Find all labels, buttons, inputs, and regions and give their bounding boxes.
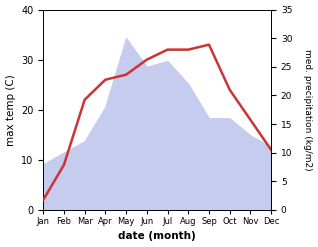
Y-axis label: max temp (C): max temp (C): [5, 74, 16, 146]
X-axis label: date (month): date (month): [118, 231, 196, 242]
Y-axis label: med. precipitation (kg/m2): med. precipitation (kg/m2): [303, 49, 313, 171]
